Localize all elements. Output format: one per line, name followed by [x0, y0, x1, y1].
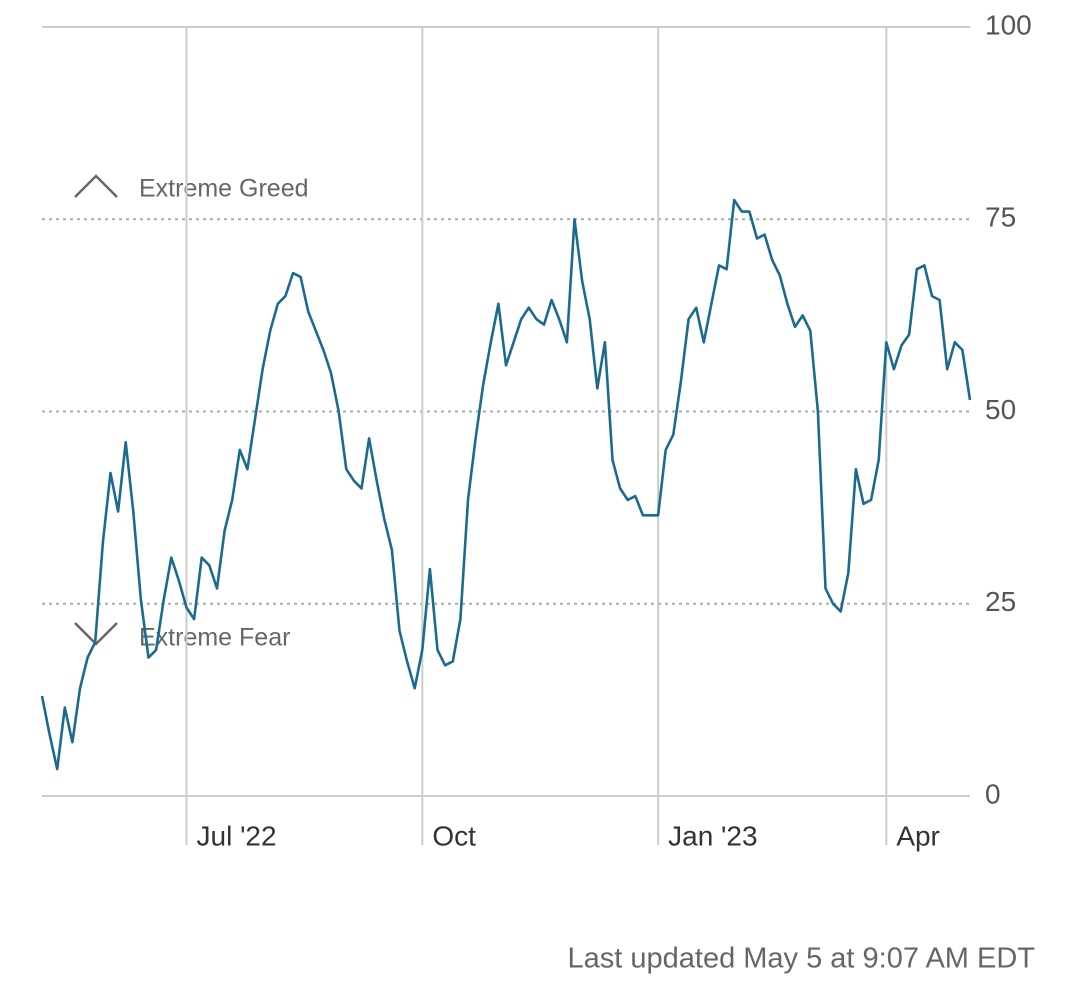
x-tick-label: Jan '23	[668, 820, 757, 851]
fear-icon	[74, 622, 118, 646]
greed-icon	[74, 174, 118, 198]
footer: Last updated May 5 at 9:07 AM EDT	[568, 943, 1036, 975]
y-tick-label: 25	[985, 586, 1016, 617]
annotation: Extreme Greed	[139, 175, 309, 203]
line	[40, 198, 972, 771]
annotation: Extreme Fear	[139, 624, 290, 652]
x-tick-label: Oct	[432, 820, 476, 851]
y-tick-label: 50	[985, 394, 1016, 425]
x-tick-label: Apr	[896, 820, 940, 851]
y-tick-label: 75	[985, 202, 1016, 233]
x-tick-label: Jul '22	[197, 820, 277, 851]
y-tick-label: 100	[985, 9, 1032, 40]
y-tick-label: 0	[985, 778, 1001, 809]
